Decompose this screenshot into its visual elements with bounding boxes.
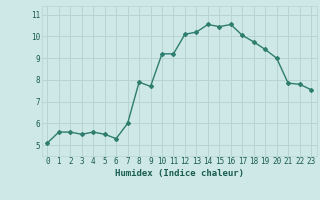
X-axis label: Humidex (Indice chaleur): Humidex (Indice chaleur) bbox=[115, 169, 244, 178]
